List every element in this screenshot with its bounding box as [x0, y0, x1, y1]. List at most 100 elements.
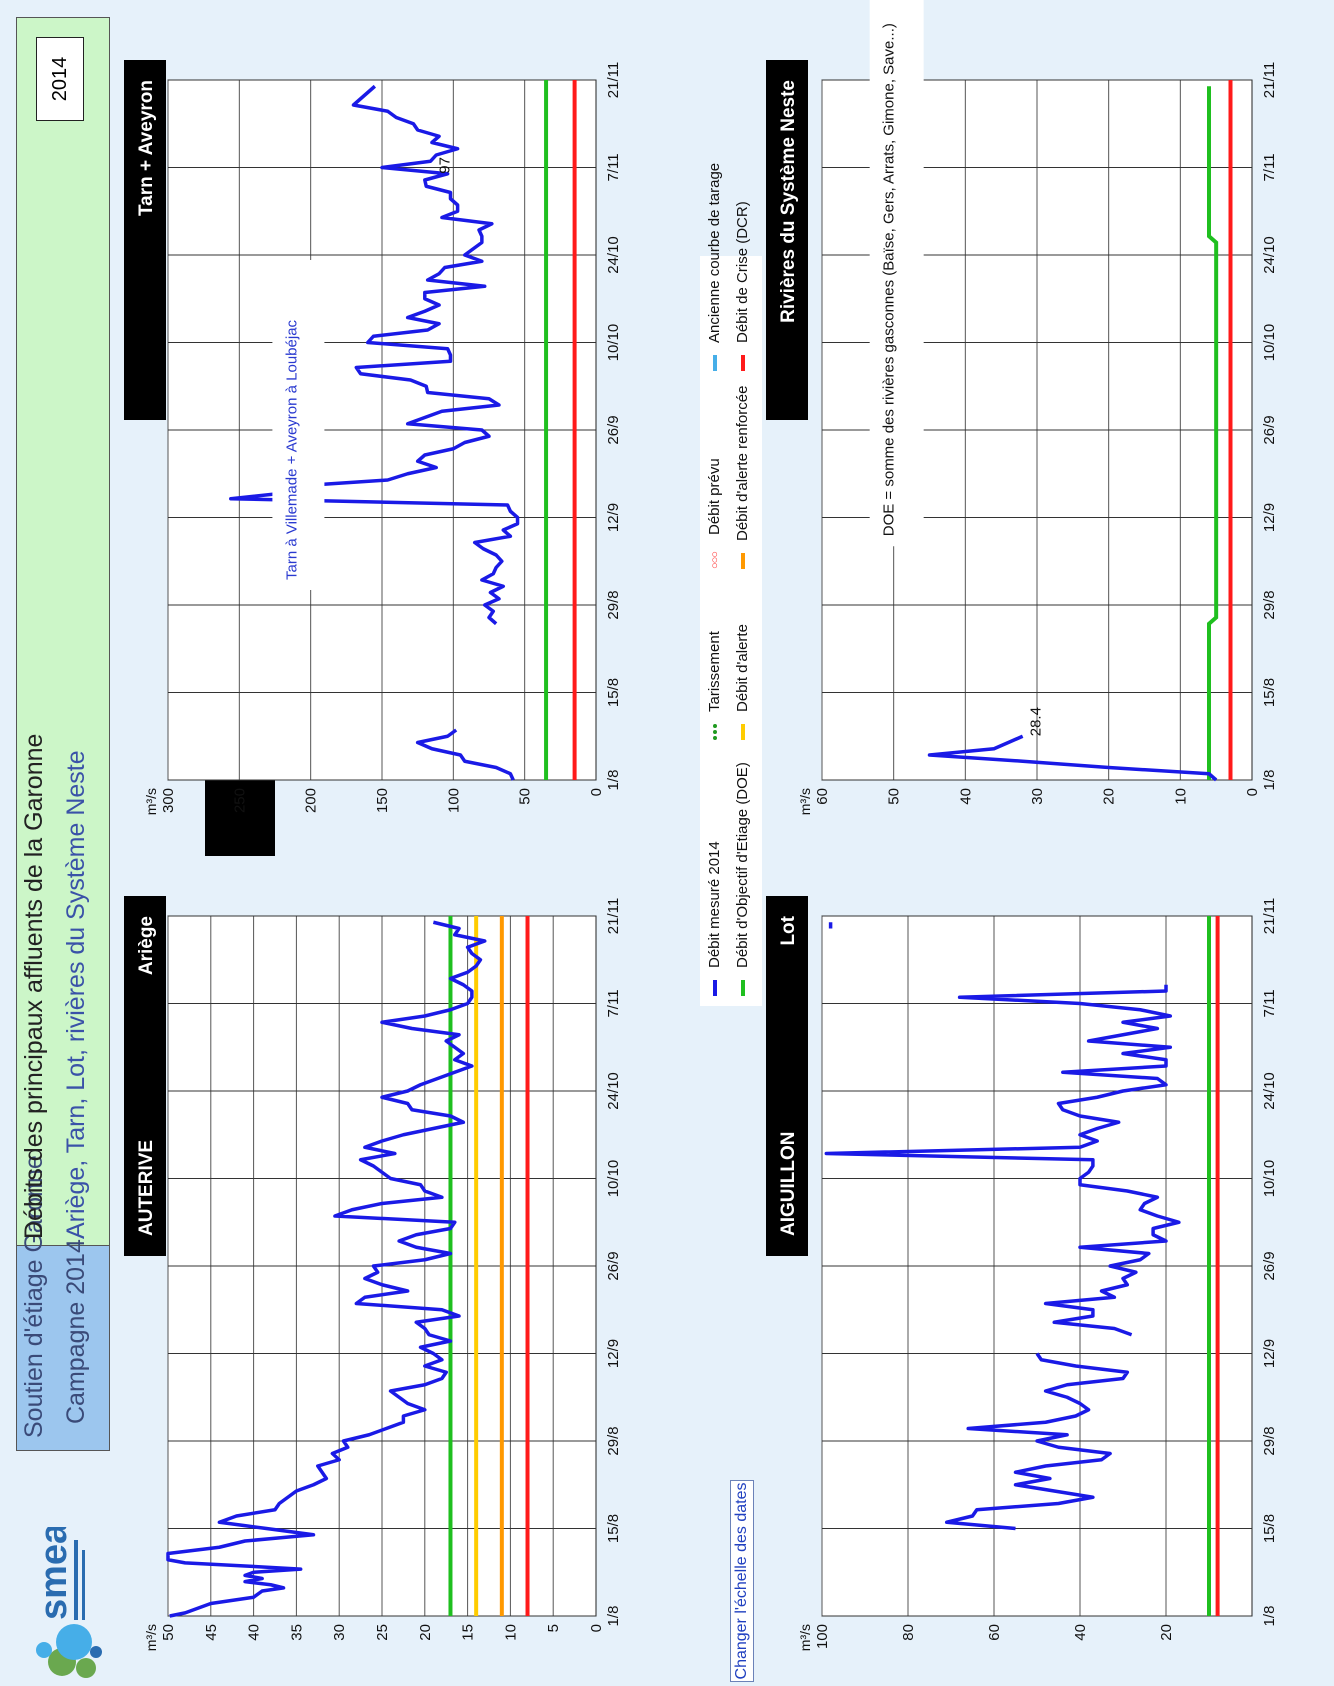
legend-measured: Débit mesuré 2014 [706, 841, 723, 996]
annotation-box [272, 260, 325, 590]
legend-old-curve-swatch [712, 355, 717, 371]
y-tick-label: 40 [1072, 1624, 1089, 1641]
legend-crisis-label: Débit de Crise (DCR) [734, 201, 751, 343]
legend-old-curve-label: Ancienne courbe de tarage [706, 162, 723, 343]
river-name: Ariège [136, 916, 157, 975]
legend-alert-label: Débit d'alerte [734, 624, 751, 712]
river-name: Rivières du Système Neste [778, 80, 799, 323]
y-tick-label: 60 [814, 788, 831, 805]
x-tick-label: 21/11 [605, 62, 622, 98]
x-tick-label: 24/10 [1261, 1072, 1278, 1110]
station-banner-bg [124, 896, 166, 1256]
y-tick-label: 50 [886, 788, 903, 805]
x-tick-label: 29/8 [605, 590, 622, 619]
y-tick-label: 5 [545, 1624, 562, 1632]
change-date-scale-link[interactable]: Changer l'échelle des dates [730, 1480, 754, 1682]
x-tick-label: 1/8 [1261, 1606, 1278, 1627]
y-tick-label: 40 [246, 1624, 263, 1641]
x-tick-label: 21/11 [1261, 898, 1278, 934]
x-tick-label: 12/9 [1261, 503, 1278, 532]
measured-series-line [944, 1352, 1130, 1531]
x-tick-label: 10/10 [605, 1160, 622, 1198]
campaign-year: Campagne 2014 [62, 1239, 90, 1424]
legend-doe: Débit d'Objectif d'Etiage (DOE) [734, 762, 751, 996]
legend-measured-swatch [712, 980, 717, 996]
y-tick-label: 0 [588, 1624, 605, 1632]
legend-forecast-swatch: ○○○ [708, 552, 721, 569]
x-tick-label: 26/9 [605, 1251, 622, 1280]
y-tick-label: 20 [417, 1624, 434, 1641]
x-tick-label: 24/10 [605, 236, 622, 274]
legend-forecast-label: Débit prévu [706, 458, 723, 535]
x-tick-label: 7/11 [605, 989, 622, 1017]
x-tick-label: 29/8 [605, 1426, 622, 1455]
page-title: Débits des principaux affluents de la Ga… [20, 733, 48, 1239]
y-tick-label: 30 [1029, 788, 1046, 805]
y-tick-label: 100 [445, 788, 462, 813]
station-name: AIGUILLON [778, 1132, 799, 1237]
x-tick-label: 7/11 [605, 153, 622, 181]
measured-series-line [415, 728, 515, 781]
legend-alert-reinforced: Débit d'alerte renforcée [734, 386, 751, 569]
measured-series-line [824, 984, 1181, 1337]
page-subtitle: Ariège, Tarn, Lot, rivières du Système N… [62, 750, 90, 1239]
y-tick-label: 45 [203, 1624, 220, 1641]
last-value-label: 97 [437, 157, 454, 174]
measured-series-line [229, 84, 520, 626]
y-tick-label: 35 [288, 1624, 305, 1641]
y-axis-unit: m³/s [143, 788, 159, 815]
legend-alert-swatch [740, 724, 745, 740]
year-selector[interactable]: 2014 [36, 37, 84, 121]
x-tick-label: 15/8 [1261, 1514, 1278, 1543]
y-axis-unit: m³/s [143, 1624, 159, 1651]
y-tick-label: 50 [517, 788, 534, 805]
legend-forecast: ○○○ Débit prévu [706, 458, 723, 569]
legend-crisis-swatch [740, 355, 745, 371]
station-banner-bg [766, 896, 808, 1256]
logo-text: smeag [33, 1527, 75, 1620]
legend-doe-swatch [740, 980, 745, 996]
x-tick-label: 10/10 [1261, 1160, 1278, 1198]
x-tick-label: 10/10 [1261, 324, 1278, 362]
y-tick-label: 300 [160, 788, 177, 813]
doe-line [1207, 86, 1219, 780]
chart-annotation: Tarn à Villemade + Aveyron à Loubéjac [283, 319, 300, 580]
x-tick-label: 12/9 [605, 503, 622, 532]
y-tick-label: 10 [502, 1624, 519, 1641]
y-tick-label: 25 [374, 1624, 391, 1641]
x-tick-label: 26/9 [605, 415, 622, 444]
last-value-label: 28.4 [1028, 707, 1045, 736]
x-tick-label: 29/8 [1261, 590, 1278, 619]
x-tick-label: 7/11 [1261, 989, 1278, 1017]
legend-doe-label: Débit d'Objectif d'Etiage (DOE) [734, 762, 751, 968]
chart-annotation: DOE = somme des rivières gasconnes (Baïs… [881, 23, 898, 536]
y-tick-label: 250 [231, 788, 248, 813]
station-banner-bg [766, 60, 808, 420]
y-tick-label: 15 [460, 1624, 477, 1641]
x-tick-label: 1/8 [605, 770, 622, 791]
x-tick-label: 24/10 [605, 1072, 622, 1110]
y-tick-label: 40 [957, 788, 974, 805]
smeag-logo: smeag [33, 1527, 102, 1678]
y-tick-label: 0 [588, 788, 605, 796]
y-tick-label: 200 [303, 788, 320, 813]
x-tick-label: 1/8 [605, 1606, 622, 1627]
x-tick-label: 24/10 [1261, 236, 1278, 274]
y-tick-label: 80 [900, 1624, 917, 1641]
legend-measured-label: Débit mesuré 2014 [706, 841, 723, 968]
x-tick-label: 15/8 [1261, 678, 1278, 707]
y-axis-unit: m³/s [797, 788, 813, 815]
y-tick-label: 60 [986, 1624, 1003, 1641]
y-tick-label: 150 [374, 788, 391, 813]
river-name: Lot [778, 915, 799, 945]
x-tick-label: 21/11 [1261, 62, 1278, 98]
y-tick-label: 0 [1244, 788, 1261, 796]
river-name: Tarn + Aveyron [136, 80, 157, 216]
y-tick-label: 10 [1172, 788, 1189, 805]
x-tick-label: 10/10 [605, 324, 622, 362]
x-tick-label: 29/8 [1261, 1426, 1278, 1455]
